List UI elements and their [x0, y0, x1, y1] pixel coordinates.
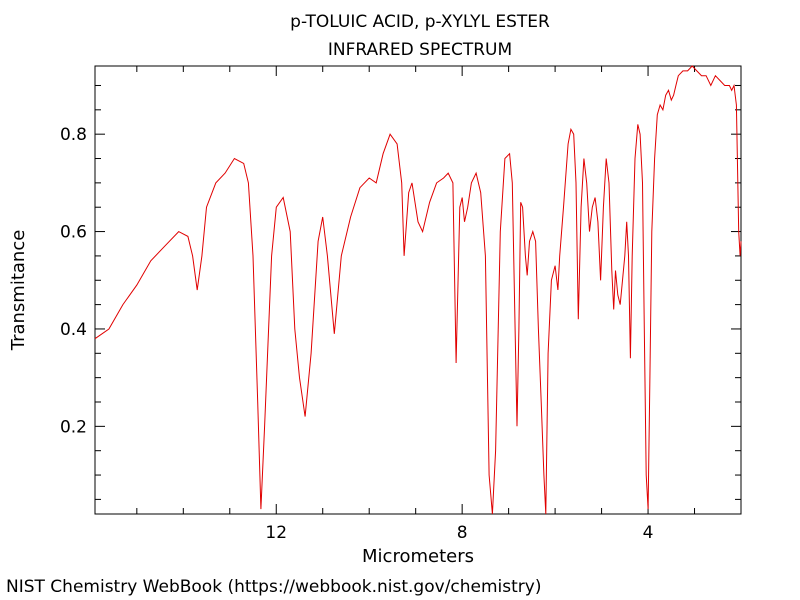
- x-axis-label: Micrometers: [362, 546, 474, 567]
- y-tick-label: 0.2: [60, 417, 87, 437]
- chart-subtitle: INFRARED SPECTRUM: [327, 40, 513, 60]
- y-tick-label: 0.4: [60, 320, 87, 340]
- x-tick-label: 8: [457, 523, 468, 543]
- plot-frame: [94, 65, 742, 515]
- chart-title: p-TOLUIC ACID, p-XYLYL ESTER: [290, 12, 550, 32]
- y-axis-label: Transmitance: [8, 230, 29, 352]
- y-tick-label: 0.8: [60, 125, 87, 145]
- x-tick-label: 12: [265, 523, 287, 543]
- x-tick-label: 4: [643, 523, 654, 543]
- source-credit: NIST Chemistry WebBook (https://webbook.…: [6, 577, 542, 597]
- spectrum-line: [94, 65, 742, 515]
- axis-ticks: 12 8 4 0.2 0.4 0.6 0.8: [60, 66, 742, 543]
- y-tick-label: 0.6: [60, 223, 87, 243]
